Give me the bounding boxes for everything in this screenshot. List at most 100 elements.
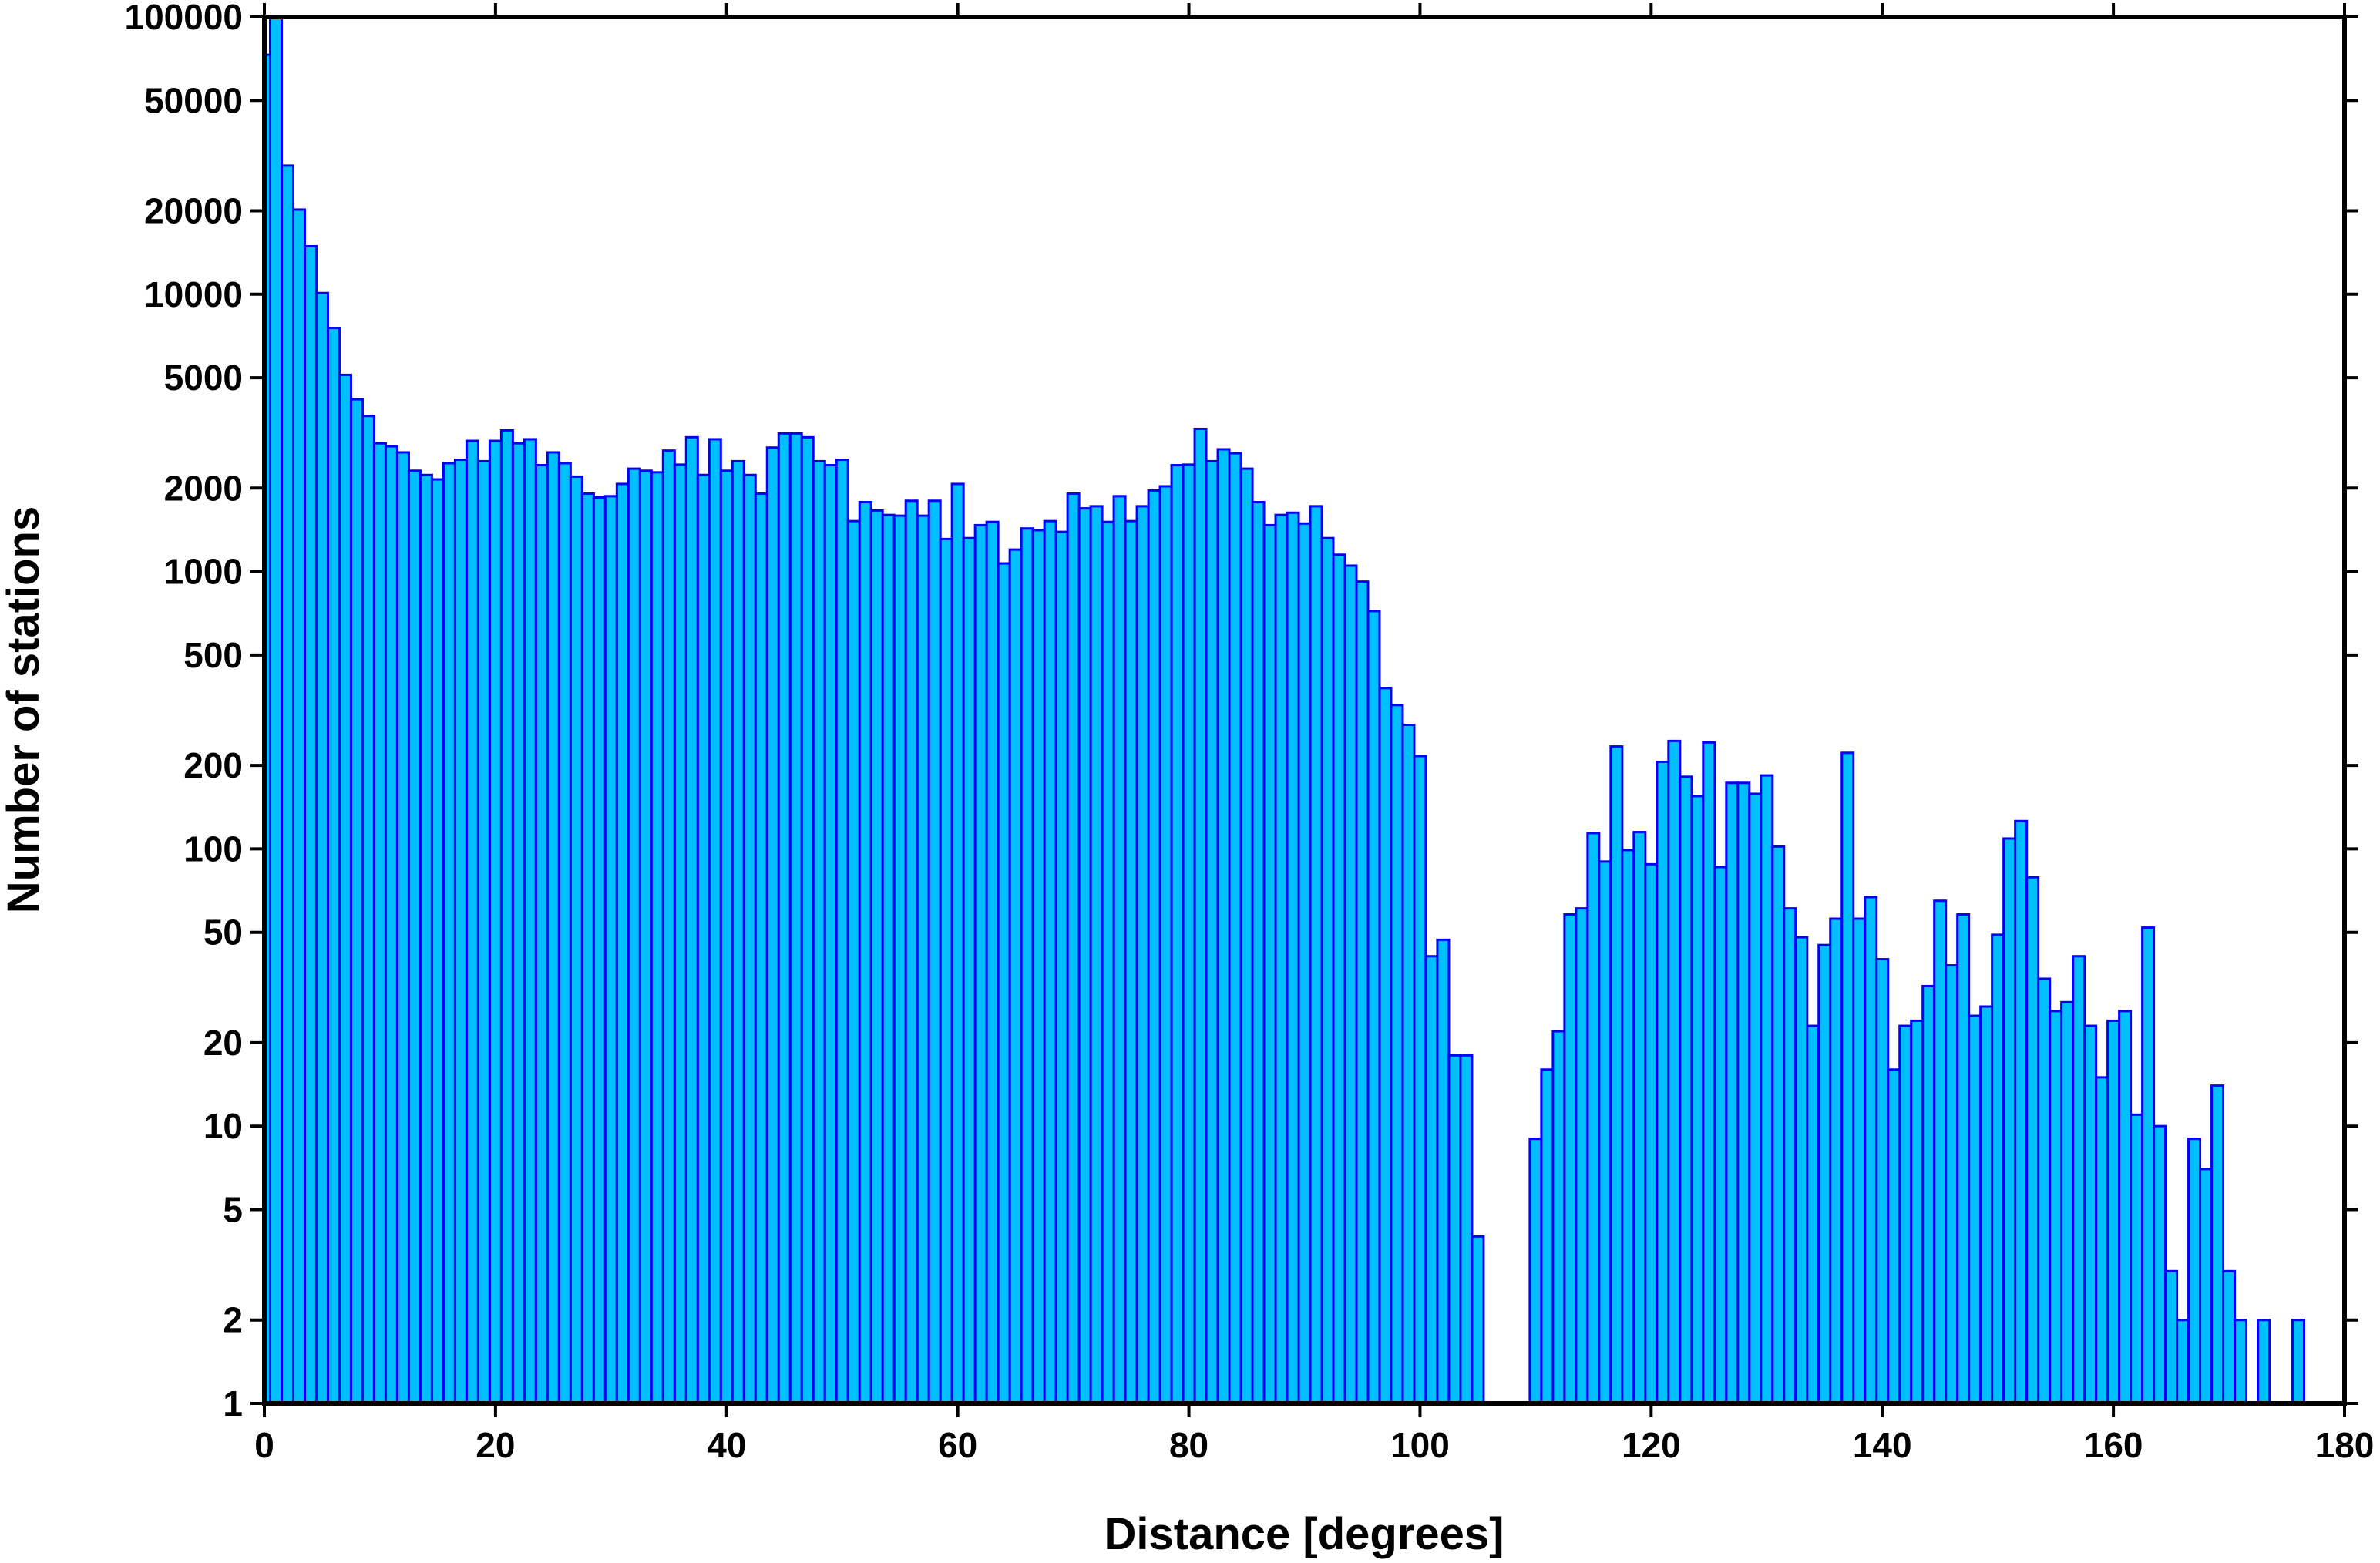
histogram-bar bbox=[372, 442, 387, 1405]
histogram-bar bbox=[2002, 837, 2017, 1405]
histogram-bar bbox=[742, 473, 757, 1405]
y-tick-label: 50 bbox=[203, 913, 243, 953]
histogram-bar bbox=[280, 164, 294, 1405]
histogram-bar bbox=[1621, 849, 1635, 1405]
histogram-bar bbox=[603, 495, 618, 1405]
histogram-bar bbox=[1551, 1030, 1566, 1405]
histogram-bar bbox=[1609, 745, 1624, 1405]
histogram-bar bbox=[962, 536, 977, 1405]
histogram-bar bbox=[2234, 1319, 2248, 1405]
histogram-bar bbox=[661, 449, 676, 1405]
x-tick-label: 60 bbox=[938, 1425, 977, 1465]
histogram-bar bbox=[1401, 724, 1416, 1405]
histogram-bar bbox=[1736, 782, 1751, 1405]
histogram-bar bbox=[1008, 548, 1023, 1405]
histogram-bar bbox=[1286, 511, 1300, 1405]
histogram-bar bbox=[1690, 795, 1705, 1405]
y-tick-label: 2000 bbox=[164, 468, 243, 508]
histogram-bar bbox=[1043, 519, 1057, 1405]
histogram-bar bbox=[1054, 530, 1069, 1405]
histogram-bar bbox=[1147, 489, 1161, 1405]
histogram-bar bbox=[430, 478, 445, 1405]
y-tick-label: 5000 bbox=[164, 358, 243, 398]
y-tick-label: 200 bbox=[183, 745, 243, 785]
histogram-bar bbox=[2037, 977, 2052, 1405]
histogram-bar bbox=[1991, 933, 2005, 1405]
histogram-bar bbox=[881, 513, 896, 1405]
histogram-bar bbox=[846, 519, 861, 1405]
histogram-bar bbox=[2095, 1076, 2109, 1405]
histogram-bar bbox=[1840, 751, 1855, 1405]
x-tick-label: 80 bbox=[1169, 1425, 1208, 1465]
histogram-bar bbox=[2130, 1113, 2144, 1405]
histogram-bar bbox=[499, 429, 514, 1405]
histogram-bar bbox=[627, 467, 641, 1405]
histogram-bar bbox=[2164, 1269, 2179, 1405]
histogram-bar bbox=[2014, 819, 2029, 1405]
histogram-bar bbox=[1725, 782, 1740, 1405]
y-tick-label: 100000 bbox=[125, 0, 244, 37]
histogram-bar bbox=[326, 327, 341, 1405]
histogram-bar bbox=[569, 475, 583, 1405]
histogram-bar bbox=[1945, 964, 1959, 1405]
histogram-bar bbox=[1459, 1054, 1474, 1405]
histogram-bar bbox=[2083, 1024, 2098, 1405]
histogram-bar bbox=[1216, 448, 1231, 1405]
histogram-bar bbox=[1817, 943, 1832, 1405]
histogram-bar bbox=[1887, 1068, 1901, 1405]
histogram-bar bbox=[788, 432, 803, 1405]
histogram-bar bbox=[476, 459, 491, 1405]
histogram-bar bbox=[580, 492, 595, 1405]
histogram-bar bbox=[338, 373, 352, 1405]
histogram-bar bbox=[2072, 955, 2086, 1405]
bars bbox=[263, 15, 2306, 1405]
histogram-bar bbox=[939, 537, 953, 1405]
histogram-bar bbox=[361, 415, 375, 1405]
histogram-bar bbox=[1829, 917, 1844, 1405]
histogram-bar bbox=[777, 432, 792, 1405]
histogram-bar bbox=[1679, 775, 1693, 1405]
histogram-bar bbox=[2199, 1168, 2214, 1405]
histogram-bar bbox=[1656, 760, 1670, 1405]
histogram-bar bbox=[2210, 1084, 2225, 1405]
histogram-bar bbox=[1586, 832, 1601, 1405]
histogram-bar bbox=[1239, 467, 1254, 1405]
histogram-bar bbox=[2153, 1124, 2167, 1405]
histogram-bar bbox=[1158, 485, 1173, 1405]
histogram-bar bbox=[1852, 917, 1867, 1405]
histogram-bar bbox=[985, 520, 1000, 1405]
histogram-bar bbox=[1182, 463, 1196, 1405]
y-tick-label: 10000 bbox=[144, 274, 243, 314]
histogram-bar bbox=[453, 459, 468, 1405]
histogram-bar bbox=[1228, 452, 1242, 1405]
x-tick-label: 140 bbox=[1853, 1425, 1912, 1465]
histogram-bar bbox=[1031, 529, 1046, 1405]
histogram-bar bbox=[1066, 492, 1081, 1405]
x-tick-label: 120 bbox=[1622, 1425, 1681, 1465]
histogram-bar bbox=[1783, 907, 1797, 1405]
histogram-bar bbox=[858, 500, 872, 1405]
histogram-bar bbox=[1956, 913, 1971, 1405]
histogram-bar bbox=[1089, 505, 1104, 1405]
y-tick-label: 500 bbox=[183, 635, 243, 675]
x-tick-label: 160 bbox=[2084, 1425, 2143, 1465]
histogram-bar bbox=[754, 492, 768, 1405]
histogram-bar bbox=[303, 244, 318, 1405]
histogram-bar bbox=[1390, 704, 1404, 1405]
histogram-bar bbox=[2060, 1000, 2075, 1405]
histogram-bar bbox=[268, 15, 283, 1405]
histogram-bar bbox=[1205, 459, 1219, 1405]
histogram-bar bbox=[395, 451, 410, 1405]
histogram-bar bbox=[2025, 876, 2040, 1405]
histogram-bar bbox=[1320, 536, 1335, 1405]
histogram-bar bbox=[534, 464, 549, 1405]
histogram-bar bbox=[904, 499, 919, 1405]
histogram-bar bbox=[2176, 1319, 2190, 1405]
histogram-bar bbox=[1332, 553, 1346, 1405]
x-tick-label: 40 bbox=[707, 1425, 746, 1465]
histogram-bar bbox=[1910, 1019, 1925, 1405]
histogram-bar bbox=[592, 496, 607, 1405]
y-tick-label: 5 bbox=[223, 1190, 243, 1230]
histogram-bar bbox=[1771, 845, 1786, 1405]
